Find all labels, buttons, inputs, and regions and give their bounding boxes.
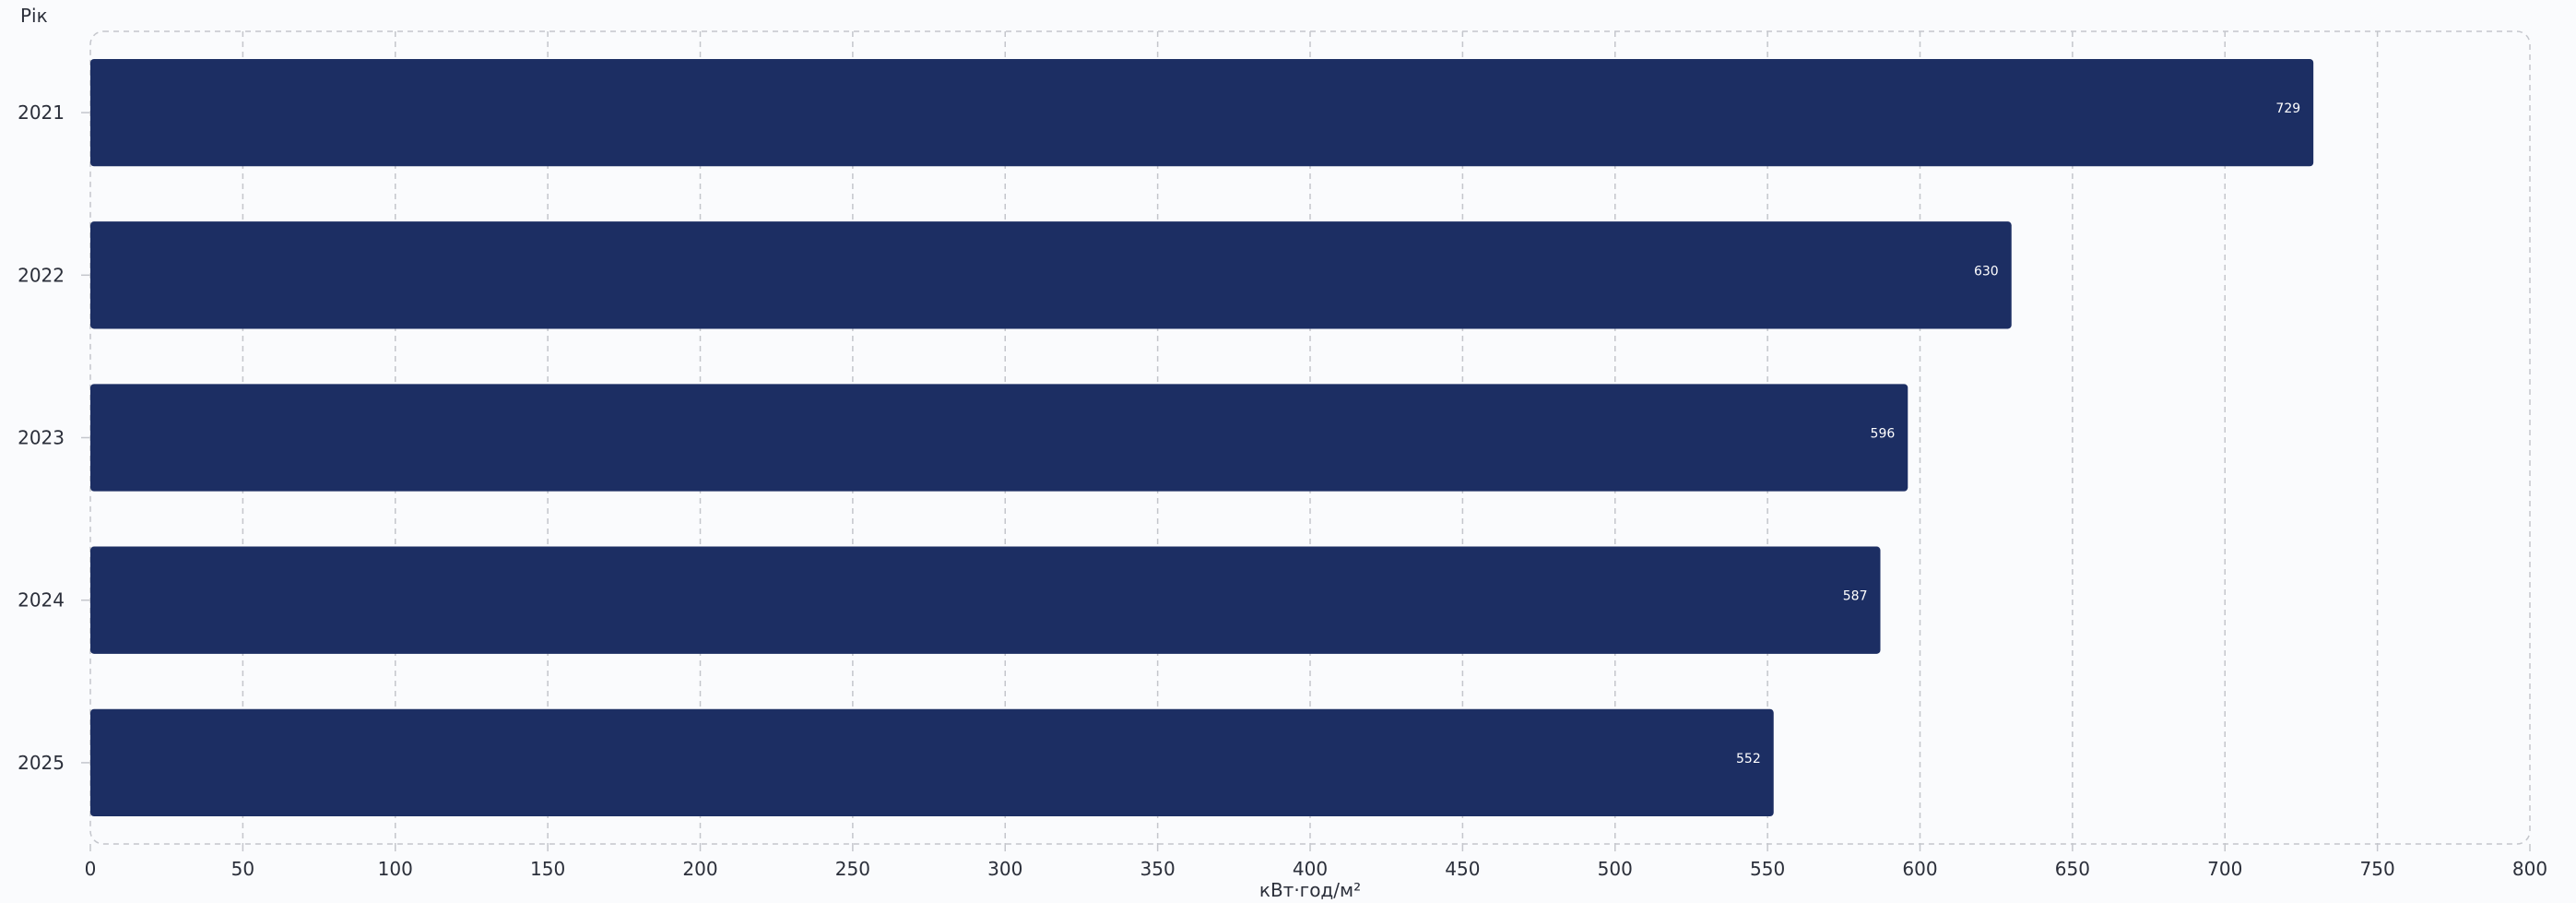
x-tick-label: 800 xyxy=(2512,858,2547,880)
x-tick-label: 0 xyxy=(85,858,97,880)
x-tick-label: 500 xyxy=(1598,858,1633,880)
x-tick-label: 50 xyxy=(231,858,254,880)
bar-value-label: 587 xyxy=(1843,589,1868,604)
bar-value-label: 596 xyxy=(1871,427,1896,442)
x-tick-label: 300 xyxy=(987,858,1022,880)
x-tick-label: 350 xyxy=(1140,858,1176,880)
bar-value-label: 729 xyxy=(2275,101,2300,116)
x-tick-label: 600 xyxy=(1902,858,1937,880)
x-tick-label: 550 xyxy=(1750,858,1785,880)
bars: 729 630 596 587 552 xyxy=(90,58,2314,817)
bar xyxy=(90,384,1908,492)
bar xyxy=(90,546,1881,654)
x-tick-label: 450 xyxy=(1445,858,1480,880)
bar-value-label: 552 xyxy=(1736,752,1761,766)
x-tick-label: 400 xyxy=(1293,858,1328,880)
bar xyxy=(90,221,2012,329)
x-tick-label: 100 xyxy=(378,858,413,880)
y-axis-title: Рік xyxy=(20,5,48,27)
y-tick-label: 2025 xyxy=(18,752,65,774)
bar xyxy=(90,58,2314,167)
bar xyxy=(90,708,1774,817)
x-tick-label: 200 xyxy=(682,858,717,880)
y-tick-label: 2022 xyxy=(18,264,65,286)
y-axis-ticks: 2021 2022 2023 2024 2025 xyxy=(18,101,90,774)
y-tick-label: 2023 xyxy=(18,427,65,449)
x-tick-label: 650 xyxy=(2055,858,2090,880)
y-tick-label: 2024 xyxy=(18,589,65,612)
x-tick-label: 750 xyxy=(2360,858,2395,880)
x-axis-title: кВт·год/м² xyxy=(1259,879,1361,901)
y-tick-label: 2021 xyxy=(18,101,65,124)
x-tick-label: 150 xyxy=(530,858,565,880)
x-tick-label: 700 xyxy=(2207,858,2242,880)
bar-value-label: 630 xyxy=(1974,264,1999,279)
x-tick-label: 250 xyxy=(835,858,870,880)
x-axis-ticks: 0 50 100 150 200 250 300 350 400 450 500 550 600 650 7… xyxy=(85,844,2547,880)
